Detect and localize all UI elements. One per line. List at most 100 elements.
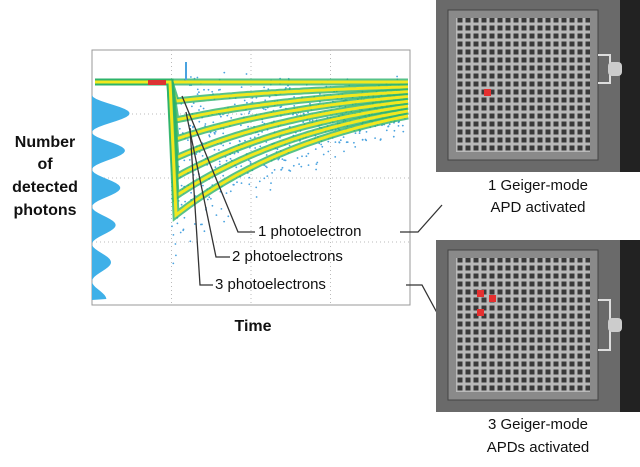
noise-dot [358, 132, 361, 135]
noise-dot [218, 149, 220, 151]
noise-dot [225, 192, 228, 195]
noise-dot [220, 115, 222, 118]
noise-dot [226, 114, 229, 117]
noise-dot [237, 151, 240, 154]
noise-dot [218, 160, 221, 163]
noise-dot [343, 150, 345, 153]
noise-dot [199, 105, 202, 108]
noise-dot [334, 141, 337, 144]
noise-dot [176, 222, 179, 225]
noise-dot [280, 168, 283, 171]
y-label: Number [15, 134, 75, 151]
noise-dot [249, 160, 252, 163]
noise-dot [273, 169, 276, 171]
connector [608, 62, 622, 76]
noise-dot [178, 127, 181, 130]
noise-dot [259, 145, 262, 148]
noise-dot [175, 254, 177, 257]
noise-dot [248, 176, 251, 179]
noise-dot [219, 163, 221, 166]
noise-dot [307, 152, 310, 155]
noise-dot [354, 146, 357, 148]
noise-dot [183, 159, 186, 162]
noise-dot [296, 157, 299, 159]
noise-dot [240, 124, 242, 127]
noise-dot [265, 154, 268, 156]
noise-dot [238, 140, 241, 142]
noise-dot [230, 117, 233, 119]
noise-dot [202, 184, 204, 187]
traces [95, 78, 409, 222]
noise-dot [258, 180, 261, 183]
noise-dot [263, 86, 265, 89]
trace-label: 2 photoelectrons [232, 248, 343, 265]
noise-dot [315, 168, 317, 171]
panel-caption: 3 Geiger-mode [488, 416, 588, 433]
noise-dot [248, 183, 251, 186]
noise-dot [207, 88, 210, 91]
noise-dot [288, 144, 291, 147]
noise-dot [284, 159, 287, 162]
noise-dot [240, 86, 243, 88]
noise-dot [172, 262, 175, 265]
leader [189, 127, 213, 286]
leader [406, 284, 443, 323]
noise-dot [208, 196, 211, 199]
noise-dot [334, 156, 337, 158]
noise-dot [213, 148, 216, 151]
trace [95, 80, 409, 122]
noise-dot [210, 197, 212, 200]
noise-dot [229, 190, 232, 193]
noise-dot [296, 114, 298, 116]
noise-dot [302, 112, 305, 115]
noise-dot [387, 125, 390, 128]
noise-dot [292, 164, 295, 167]
noise-dot [401, 124, 404, 127]
noise-dot [215, 214, 218, 217]
noise-dot [307, 164, 310, 167]
trace [95, 80, 409, 218]
noise-dot [243, 99, 246, 102]
photo-edge [620, 240, 640, 412]
apd-photo [436, 240, 640, 412]
noise-dot [198, 120, 201, 123]
noise-dot [188, 159, 191, 161]
noise-dot [316, 161, 319, 164]
noise-dot [193, 223, 196, 225]
noise-dot [222, 174, 225, 177]
noise-dot [211, 90, 214, 93]
trace-label: 3 photoelectrons [215, 276, 326, 293]
trace-label: 1 photoelectron [258, 223, 361, 240]
noise-dot [385, 129, 388, 132]
noise-dot [392, 135, 395, 138]
noise-dot [285, 87, 287, 89]
noise-dot [397, 121, 400, 124]
y-label: detected [12, 179, 78, 196]
noise-dot [225, 159, 228, 162]
photo-edge [620, 0, 640, 172]
noise-dot [320, 143, 323, 146]
noise-dot [223, 220, 226, 223]
trace [95, 80, 409, 141]
noise-dot [248, 112, 250, 114]
noise-dot [211, 204, 214, 207]
noise-dot [271, 172, 273, 174]
noise-dot [397, 125, 400, 127]
activated-apd [489, 295, 496, 302]
noise-dot [264, 165, 267, 168]
noise-dot [240, 113, 243, 116]
noise-dot [208, 135, 211, 138]
noise-dot [203, 230, 206, 233]
noise-dot [269, 189, 272, 191]
noise-dot [235, 166, 238, 169]
leader-lines [181, 95, 443, 323]
noise-dot [179, 231, 182, 234]
apd-photo [436, 0, 640, 172]
leader [400, 204, 443, 233]
noise-dot [255, 196, 258, 198]
scope-grid [92, 50, 410, 305]
trigger-marker [148, 80, 166, 85]
y-label: of [37, 156, 53, 173]
activated-apd [477, 290, 484, 297]
noise-dot [171, 225, 173, 228]
